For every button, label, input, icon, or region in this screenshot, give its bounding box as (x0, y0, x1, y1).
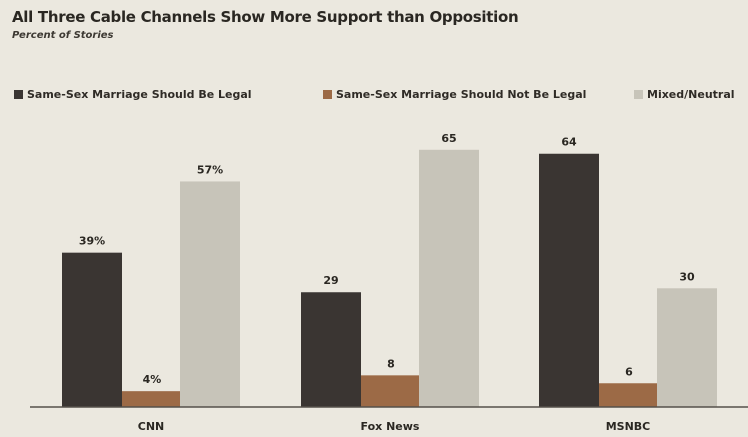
legend-swatch-not-legal (323, 90, 332, 99)
legend-item-not-legal: Same-Sex Marriage Should Not Be Legal (323, 88, 586, 101)
bar-cnn-series-0 (62, 252, 122, 407)
bar-msnbc-series-0 (539, 153, 599, 407)
data-label-fox-news-series-2: 65 (441, 132, 456, 145)
chart-title: All Three Cable Channels Show More Suppo… (12, 8, 519, 26)
legend-label-legal: Same-Sex Marriage Should Be Legal (27, 88, 252, 101)
bar-cnn-series-2 (180, 181, 240, 407)
category-label-msnbc: MSNBC (606, 420, 651, 433)
data-label-fox-news-series-1: 8 (387, 357, 395, 370)
data-label-msnbc-series-2: 30 (679, 270, 695, 283)
data-label-cnn-series-1: 4% (143, 373, 162, 386)
bar-msnbc-series-1 (599, 383, 659, 407)
chart-subtitle: Percent of Stories (12, 30, 114, 41)
bar-fox-news-series-1 (361, 375, 421, 407)
data-label-cnn-series-0: 39% (79, 235, 105, 248)
bar-msnbc-series-2 (657, 288, 717, 407)
bar-fox-news-series-2 (419, 149, 479, 408)
chart-legend: Same-Sex Marriage Should Be Legal Same-S… (14, 86, 748, 106)
bar-fox-news-series-0 (301, 292, 361, 407)
legend-swatch-legal (14, 90, 23, 99)
legend-swatch-mixed (634, 90, 643, 99)
data-label-cnn-series-2: 57% (197, 163, 223, 176)
bar-cnn-series-1 (122, 391, 182, 407)
category-label-cnn: CNN (138, 420, 165, 433)
legend-item-legal: Same-Sex Marriage Should Be Legal (14, 88, 252, 101)
legend-item-mixed: Mixed/Neutral (634, 88, 735, 101)
category-label-fox-news: Fox News (361, 420, 420, 433)
legend-label-mixed: Mixed/Neutral (647, 88, 735, 101)
data-label-msnbc-series-0: 64 (561, 136, 577, 149)
legend-label-not-legal: Same-Sex Marriage Should Not Be Legal (336, 88, 587, 101)
data-label-msnbc-series-1: 6 (625, 365, 633, 378)
data-label-fox-news-series-0: 29 (323, 274, 338, 287)
